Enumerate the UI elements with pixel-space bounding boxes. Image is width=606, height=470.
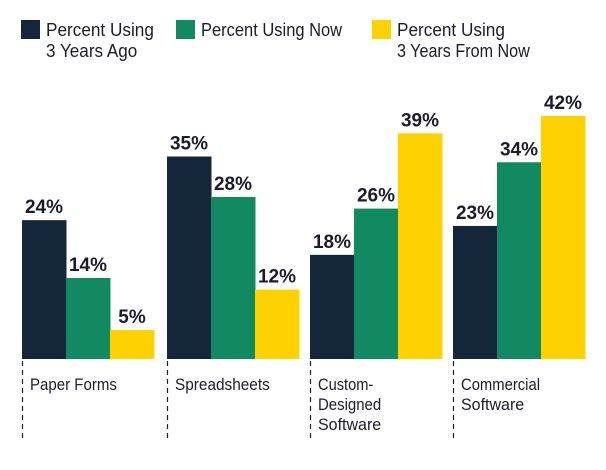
- bar: [497, 162, 542, 359]
- data-label: 24%: [25, 197, 63, 218]
- data-label: 35%: [170, 134, 208, 155]
- legend-swatch: [372, 20, 391, 39]
- legend-swatch: [176, 20, 195, 39]
- data-label: 5%: [118, 307, 146, 328]
- bar: [167, 156, 212, 359]
- data-label: 42%: [544, 93, 582, 114]
- data-label: 28%: [214, 174, 252, 195]
- data-label: 34%: [500, 139, 538, 160]
- legend-label: Percent Using Now: [201, 20, 343, 40]
- category-label: Spreadsheets: [175, 375, 270, 394]
- bar: [541, 116, 586, 359]
- data-label: 23%: [456, 203, 494, 224]
- category-label: Commercial: [461, 375, 540, 394]
- legend-label: 3 Years Ago: [46, 41, 137, 61]
- bar: [110, 330, 155, 359]
- bar: [453, 225, 498, 359]
- bar: [354, 208, 399, 359]
- bar: [66, 278, 111, 359]
- data-label: 26%: [357, 186, 395, 207]
- category-label: Software: [461, 395, 524, 414]
- bar: [22, 220, 67, 359]
- data-label: 14%: [69, 255, 107, 276]
- legend-label: Percent Using: [397, 20, 505, 40]
- bar: [398, 133, 443, 359]
- legend-label: 3 Years From Now: [397, 41, 531, 61]
- category-label: Paper Forms: [30, 375, 117, 394]
- bar: [310, 254, 355, 359]
- bars: 24% 14% 5% 35% 28% 12% 18% 26% 39% 23% 34% 42%: [22, 93, 586, 359]
- legend-label: Percent Using: [46, 20, 154, 40]
- data-label: 18%: [313, 232, 351, 253]
- data-label: 12%: [258, 267, 296, 288]
- bar: [211, 197, 256, 359]
- category-label: Designed: [318, 395, 381, 414]
- data-label: 39%: [401, 110, 439, 131]
- category-label: Software: [318, 415, 381, 434]
- category-label: Custom-: [318, 375, 373, 394]
- bar: [255, 289, 300, 359]
- legend-swatch: [21, 20, 40, 39]
- category-labels: Paper Forms Spreadsheets Custom-DesignedSo…: [21, 361, 540, 440]
